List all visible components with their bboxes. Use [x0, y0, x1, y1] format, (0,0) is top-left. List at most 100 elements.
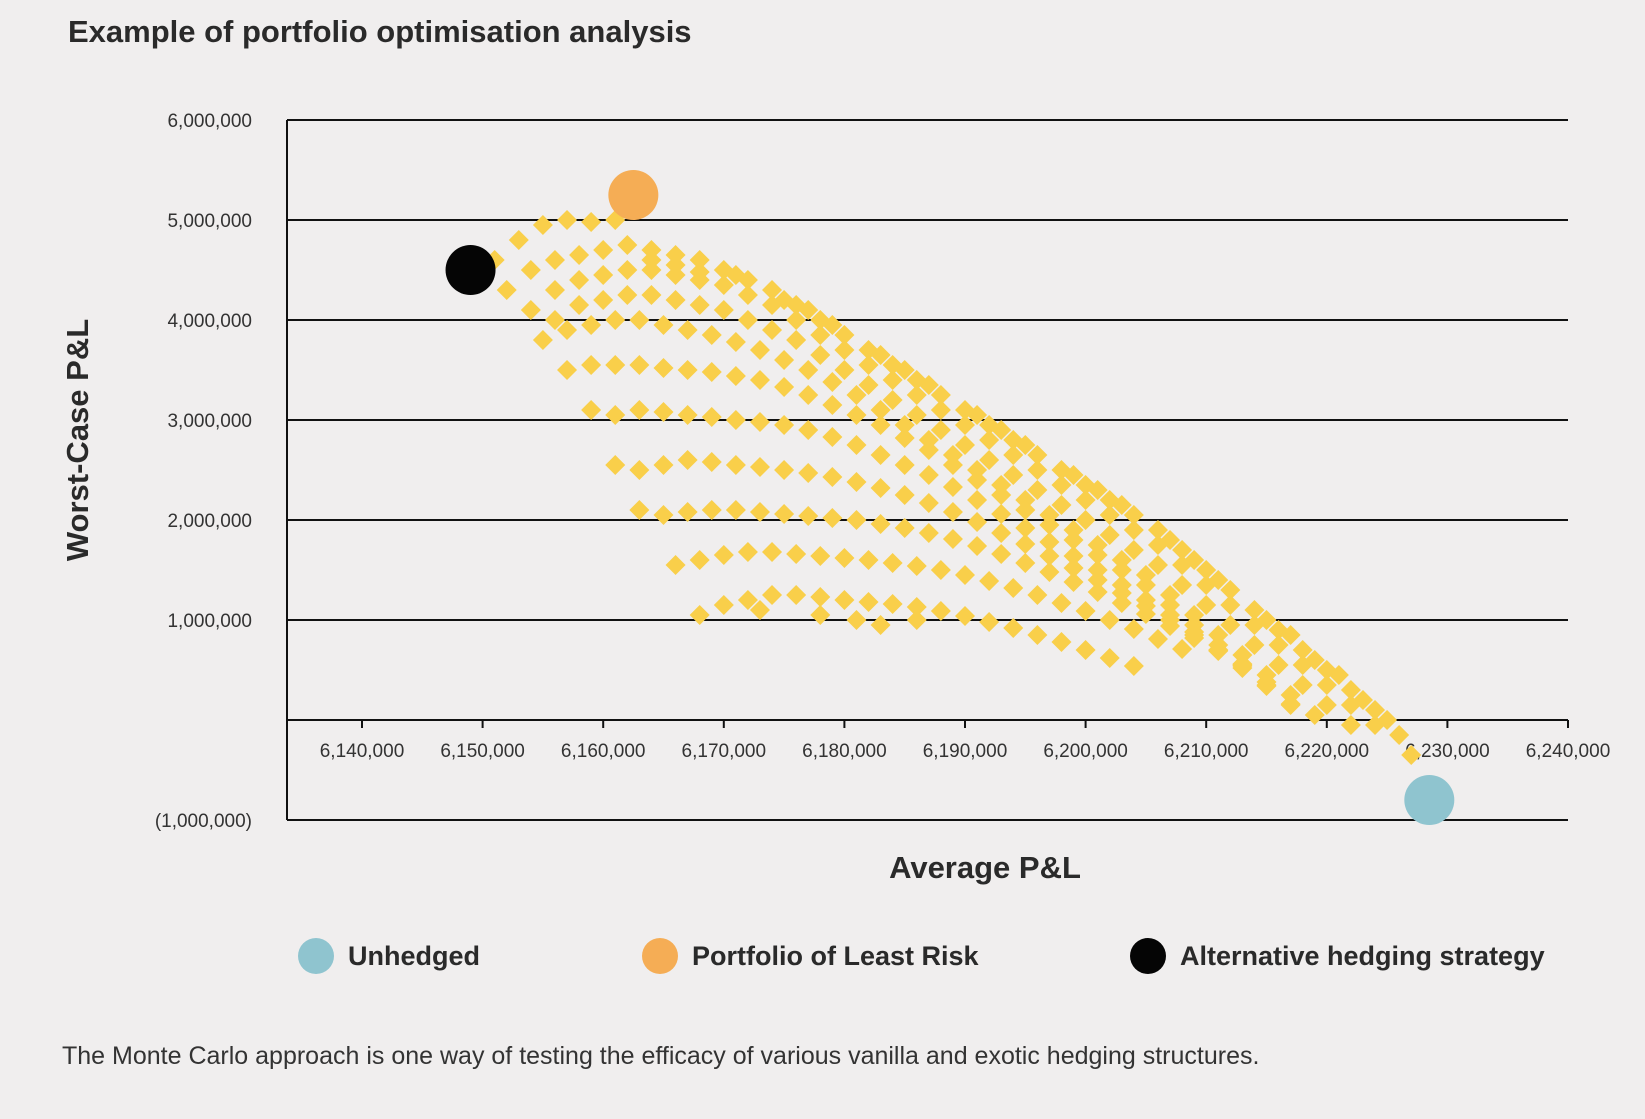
data-point — [1196, 595, 1217, 615]
data-point — [1087, 480, 1108, 500]
data-point — [979, 571, 1000, 591]
data-point — [1039, 532, 1060, 552]
data-point — [1003, 618, 1024, 638]
data-point — [798, 463, 819, 483]
data-point — [689, 262, 710, 282]
data-point — [846, 472, 867, 492]
data-point — [991, 485, 1012, 505]
data-point — [1063, 530, 1084, 550]
data-point — [1075, 601, 1096, 621]
data-point — [894, 415, 915, 435]
data-point — [1256, 672, 1277, 692]
data-point — [918, 440, 939, 460]
data-point — [1184, 628, 1205, 648]
data-point — [1123, 505, 1144, 525]
data-point — [725, 265, 746, 285]
data-point — [870, 615, 891, 635]
legend-swatch-unhedged — [298, 938, 334, 974]
data-point — [569, 245, 590, 265]
data-point — [1099, 505, 1120, 525]
data-point — [1256, 610, 1277, 630]
data-point — [532, 215, 553, 235]
data-point — [894, 485, 915, 505]
data-point — [858, 355, 879, 375]
data-point — [617, 235, 638, 255]
data-point — [689, 250, 710, 270]
data-point — [786, 544, 807, 564]
data-point — [1123, 520, 1144, 540]
y-tick-label: (1,000,000) — [155, 811, 252, 832]
data-point — [749, 502, 770, 522]
data-point — [942, 455, 963, 475]
data-point — [1027, 460, 1048, 480]
data-point — [677, 320, 698, 340]
caption: The Monte Carlo approach is one way of t… — [62, 1042, 1260, 1070]
data-point — [1027, 585, 1048, 605]
data-point — [713, 275, 734, 295]
data-point — [544, 310, 565, 330]
data-point — [762, 585, 783, 605]
data-point — [544, 250, 565, 270]
data-point — [882, 553, 903, 573]
data-point — [870, 478, 891, 498]
x-tick-label: 6,230,000 — [1405, 741, 1490, 762]
x-tick-label: 6,200,000 — [1043, 741, 1128, 762]
data-point — [689, 550, 710, 570]
data-point — [810, 605, 831, 625]
data-point — [967, 490, 988, 510]
data-point — [725, 455, 746, 475]
data-point — [605, 355, 626, 375]
data-point — [774, 415, 795, 435]
data-point — [617, 260, 638, 280]
data-point — [544, 280, 565, 300]
data-point — [701, 407, 722, 427]
data-point — [906, 556, 927, 576]
data-point — [1220, 580, 1241, 600]
data-point — [737, 285, 758, 305]
x-tick-label: 6,140,000 — [320, 741, 405, 762]
data-point — [1015, 553, 1036, 573]
data-point — [870, 345, 891, 365]
y-axis-label: Worst-Case P&L — [60, 319, 95, 561]
data-point — [557, 360, 578, 380]
data-point — [520, 260, 541, 280]
data-point — [870, 445, 891, 465]
data-point — [1220, 595, 1241, 615]
data-point — [774, 377, 795, 397]
data-point — [1328, 665, 1349, 685]
data-point — [822, 508, 843, 528]
data-point — [653, 358, 674, 378]
data-point — [1401, 745, 1422, 765]
data-point — [1063, 558, 1084, 578]
data-point — [665, 555, 686, 575]
data-point — [834, 325, 855, 345]
data-point — [1039, 562, 1060, 582]
data-point — [1196, 560, 1217, 580]
data-point — [713, 595, 734, 615]
data-point — [532, 330, 553, 350]
data-point — [979, 450, 1000, 470]
chart-title: Example of portfolio optimisation analys… — [68, 14, 692, 49]
data-point — [1111, 593, 1132, 613]
data-point — [798, 506, 819, 526]
x-tick-label: 6,220,000 — [1285, 741, 1370, 762]
x-tick-label: 6,210,000 — [1164, 741, 1249, 762]
legend-label-least-risk: Portfolio of Least Risk — [692, 940, 979, 971]
data-point — [834, 340, 855, 360]
highlight-point-unhedged — [1404, 775, 1455, 825]
y-tick-label: 6,000,000 — [167, 111, 252, 132]
data-point — [822, 315, 843, 335]
data-point — [798, 300, 819, 320]
legend-item-least-risk: Portfolio of Least Risk — [642, 938, 979, 974]
data-point — [1147, 629, 1168, 649]
data-point — [1039, 515, 1060, 535]
data-point — [858, 375, 879, 395]
data-point — [701, 325, 722, 345]
data-point — [1027, 625, 1048, 645]
data-point — [641, 250, 662, 270]
data-point — [870, 514, 891, 534]
data-point — [834, 548, 855, 568]
data-point — [701, 362, 722, 382]
data-point — [1340, 680, 1361, 700]
